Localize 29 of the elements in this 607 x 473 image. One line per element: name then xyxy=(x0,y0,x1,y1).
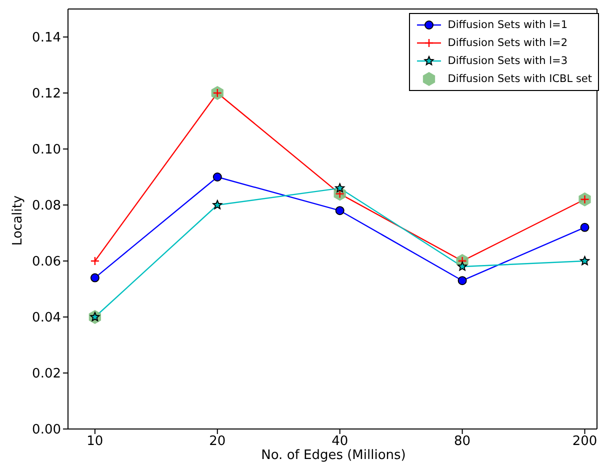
legend-label: Diffusion Sets with l=3 xyxy=(448,55,568,67)
y-tick-label: 0.12 xyxy=(32,86,61,102)
x-tick-label: 40 xyxy=(332,434,348,450)
x-tick-label: 200 xyxy=(572,434,598,450)
point xyxy=(335,183,345,192)
x-tick-label: 20 xyxy=(209,434,226,450)
y-tick-label: 0.02 xyxy=(32,366,61,382)
point xyxy=(212,172,222,182)
point xyxy=(580,256,590,266)
y-tick-label: 0.00 xyxy=(32,422,61,438)
legend-label: Diffusion Sets with l=2 xyxy=(448,37,568,49)
x-tick-label: 80 xyxy=(454,434,471,450)
point xyxy=(90,256,100,266)
y-tick-label: 0.08 xyxy=(32,198,61,214)
y-tick-label: 0.14 xyxy=(32,30,61,46)
y-axis-title: Locality xyxy=(10,194,26,248)
x-axis-title: No. of Edges (Millions) xyxy=(260,448,407,463)
point xyxy=(335,206,344,216)
legend-label: Diffusion Sets with ICBL set xyxy=(448,73,592,85)
point xyxy=(458,276,467,286)
y-tick-label: 0.06 xyxy=(32,254,61,270)
y-tick-label: 0.10 xyxy=(32,142,61,158)
point xyxy=(90,273,100,282)
point xyxy=(458,262,468,271)
y-tick-label: 0.04 xyxy=(32,310,61,326)
point xyxy=(212,200,222,210)
point xyxy=(580,222,590,232)
legend-label: Diffusion Sets with l=1 xyxy=(448,19,568,31)
x-tick-label: 10 xyxy=(86,434,104,450)
